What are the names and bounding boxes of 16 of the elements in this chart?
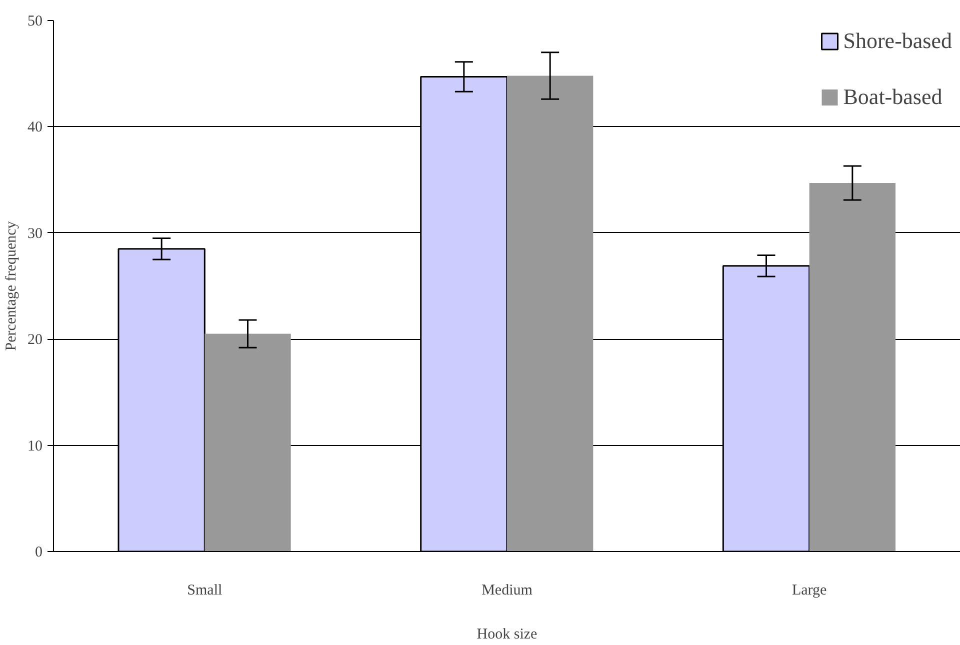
y-tick-label: 30 xyxy=(28,226,42,242)
x-tick-label: Large xyxy=(792,582,828,598)
bar xyxy=(809,182,896,552)
y-tick-label: 40 xyxy=(28,120,42,136)
x-tick-label: Medium xyxy=(482,582,533,598)
y-tick-label: 0 xyxy=(35,544,42,560)
bar xyxy=(204,334,291,552)
y-tick-label: 10 xyxy=(28,438,42,454)
x-axis-title: Hook size xyxy=(476,626,538,642)
y-tick-label: 20 xyxy=(28,332,42,348)
x-tick-label: Small xyxy=(187,582,222,598)
bar xyxy=(507,76,594,552)
legend-label: Boat-based xyxy=(843,84,942,110)
y-tick-label: 50 xyxy=(28,14,42,30)
y-axis-title: Percentage frequency xyxy=(4,220,20,351)
legend-label: Shore-based xyxy=(843,28,952,54)
